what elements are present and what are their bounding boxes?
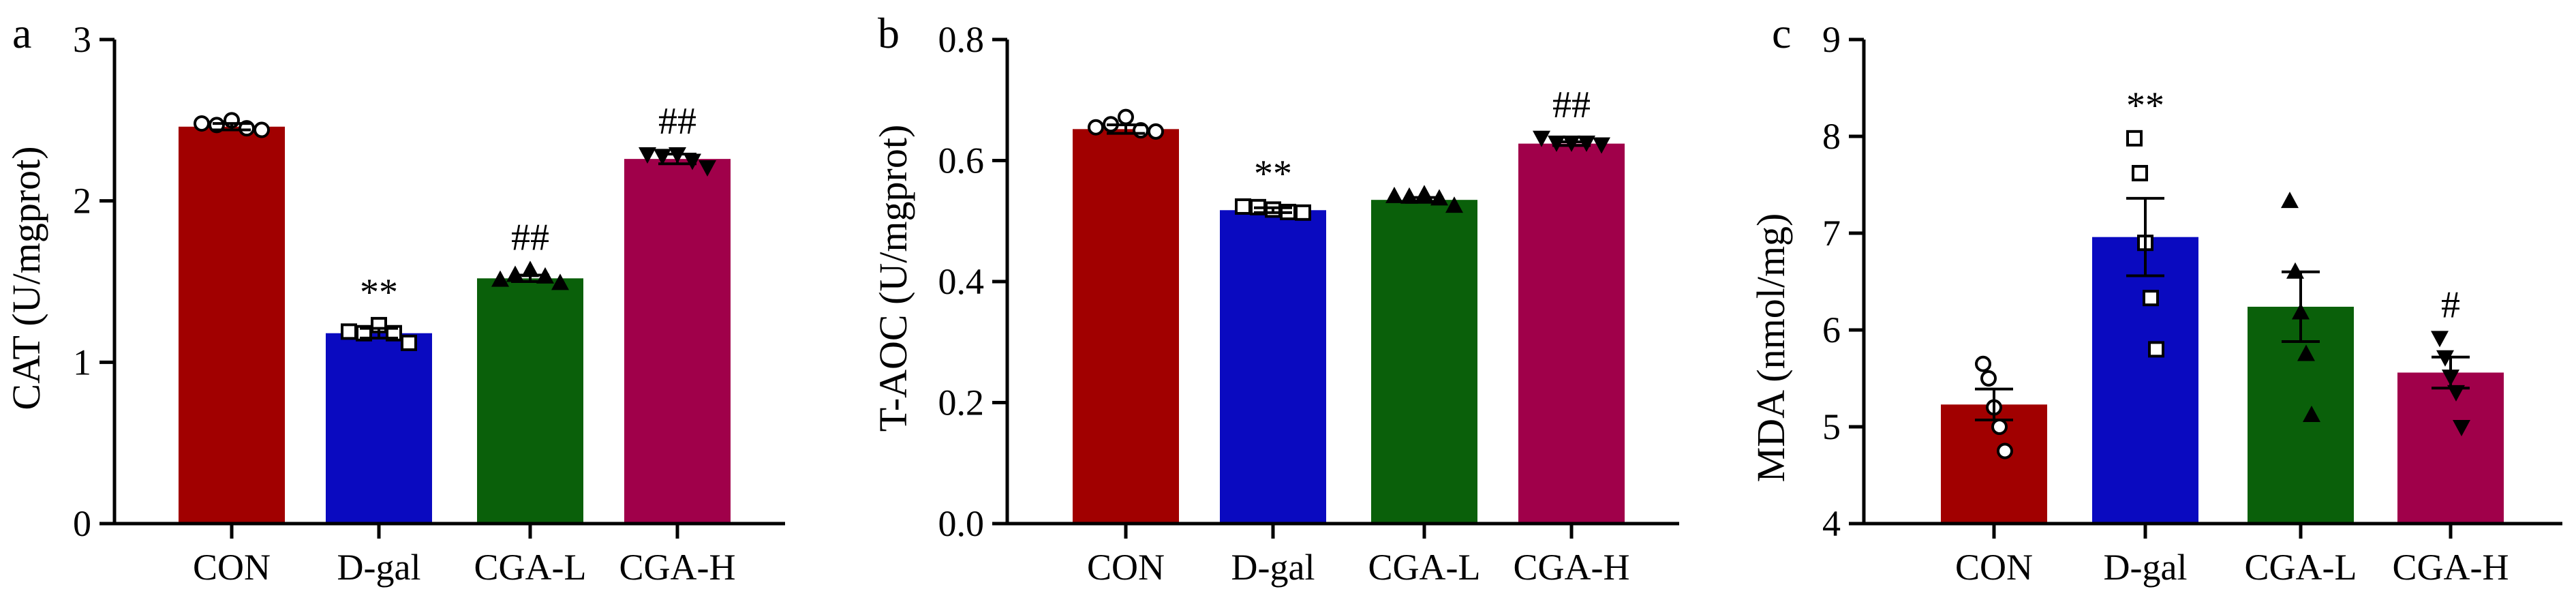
panel-b-y-tick-label-3: 0.6 bbox=[938, 140, 985, 181]
panel-b-x-tick-label-con: CON bbox=[1087, 547, 1165, 588]
panel-b-point-con-3 bbox=[1118, 108, 1134, 125]
panel-a-x-tick-label-cga-h: CGA-H bbox=[619, 547, 736, 588]
panel-a-marks: ** ## ## 0 1 2 3 CON D-gal CGA-L CGA-H bbox=[73, 19, 785, 588]
panel-b-point-con-1 bbox=[1088, 119, 1104, 136]
panel-a-y-axis-label: CAT (U/mgprot) bbox=[4, 146, 48, 410]
panel-c-bar-d-gal bbox=[2092, 237, 2198, 524]
panel-a-y-tick-label-1: 1 bbox=[73, 342, 91, 382]
panel-a-y-tick-label-3: 3 bbox=[73, 19, 91, 60]
panel-b-y-tick-label-1: 0.2 bbox=[938, 382, 985, 423]
panel-b-bar-cga-l bbox=[1371, 200, 1477, 524]
panel-b-x-tick-label-d-gal: D-gal bbox=[1231, 547, 1315, 588]
panel-a-bar-cga-l bbox=[477, 278, 583, 524]
panel-a-point-d-gal-4 bbox=[386, 325, 402, 342]
panel-c-y-tick-label-0: 4 bbox=[1822, 503, 1841, 544]
panel-a-point-con-1 bbox=[194, 115, 210, 132]
panel-b-y-tick-label-2: 0.4 bbox=[938, 261, 985, 302]
panel-a-significance-cga-h: ## bbox=[658, 100, 696, 142]
panel-c-marks: ** #4 5 6 7 8 9 CON D-gal CGA-L CGA-H bbox=[1822, 19, 2562, 588]
panel-b-y-axis-label: T-AOC (U/mgprot) bbox=[871, 125, 915, 432]
panel-b-point-cga-l-5 bbox=[1445, 196, 1463, 213]
panel-b-point-d-gal-5 bbox=[1295, 204, 1311, 221]
panel-c-point-cga-h-1 bbox=[2431, 331, 2449, 348]
panel-c-significance-d-gal: ** bbox=[2126, 85, 2164, 127]
panel-b-bar-cga-h bbox=[1518, 143, 1625, 524]
panel-b-marks: ** ## 0.0 0.2 0.4 0.6 0.8 CON D-gal CGA-L CGA-H bbox=[938, 19, 1679, 588]
panel-a-point-cga-l-1 bbox=[491, 270, 509, 287]
panel-c-y-axis-label: MDA (nmol/mg) bbox=[1749, 213, 1793, 483]
panel-a-point-con-2 bbox=[209, 117, 225, 134]
panel-b-point-cga-h-2 bbox=[1548, 135, 1565, 152]
panel-a-point-cga-h-5 bbox=[699, 160, 716, 177]
panel-b-label: b bbox=[878, 9, 900, 57]
panel-b-x-tick-label-cga-l: CGA-L bbox=[1368, 547, 1481, 588]
panel-a-point-cga-h-1 bbox=[639, 147, 656, 164]
panel-c-point-cga-l-1 bbox=[2281, 192, 2299, 209]
panel-c-y-tick-label-3: 7 bbox=[1822, 213, 1841, 254]
panel-a-point-d-gal-5 bbox=[401, 334, 417, 351]
panel-a-significance-d-gal: ** bbox=[360, 271, 398, 314]
panel-b-x-tick-label-cga-h: CGA-H bbox=[1514, 547, 1630, 588]
panel-b-point-con-5 bbox=[1148, 123, 1164, 140]
panel-a-label: a bbox=[12, 9, 31, 57]
panel-a-x-tick-label-d-gal: D-gal bbox=[337, 547, 421, 588]
panel-b-point-cga-h-4 bbox=[1578, 135, 1595, 152]
panel-a-bar-con bbox=[179, 126, 285, 524]
panel-a-bar-cga-h bbox=[624, 159, 731, 524]
panel-c-point-d-gal-4 bbox=[2143, 290, 2159, 307]
panel-b-significance-d-gal: ** bbox=[1254, 153, 1292, 195]
panel-c-x-tick-label-cga-l: CGA-L bbox=[2245, 547, 2357, 588]
panel-a-x-tick-label-con: CON bbox=[193, 547, 271, 588]
panel-c-x-tick-label-cga-h: CGA-H bbox=[2393, 547, 2509, 588]
panel-c-y-tick-label-5: 9 bbox=[1822, 19, 1841, 60]
panel-a-y-tick-label-0: 0 bbox=[73, 503, 91, 544]
panel-c-x-tick-label-d-gal: D-gal bbox=[2104, 547, 2188, 588]
panel-a-point-cga-l-5 bbox=[551, 273, 569, 290]
panel-b-point-cga-l-1 bbox=[1385, 186, 1403, 203]
panel-c-x-tick-label-con: CON bbox=[1955, 547, 2033, 588]
panel-b-bar-con bbox=[1073, 129, 1179, 524]
panel-a-bar-d-gal bbox=[326, 333, 432, 524]
panel-c-point-con-2 bbox=[1980, 370, 1997, 387]
panel-c-point-con-1 bbox=[1975, 355, 1991, 372]
panel-b-significance-cga-h: ## bbox=[1552, 84, 1591, 126]
panel-a-point-con-4 bbox=[239, 120, 255, 137]
panel-c-label: c bbox=[1772, 9, 1791, 57]
panel-b-point-cga-h-1 bbox=[1533, 130, 1550, 147]
panel-c-point-d-gal-2 bbox=[2132, 164, 2148, 181]
panel-a-point-cga-h-4 bbox=[684, 153, 701, 170]
panel-c-y-tick-label-4: 8 bbox=[1822, 116, 1841, 157]
panel-c-point-cga-l-5 bbox=[2303, 405, 2320, 422]
panel-c-point-con-5 bbox=[1997, 442, 2013, 460]
panel-b-point-cga-h-5 bbox=[1593, 137, 1610, 154]
panel-c-point-cga-h-5 bbox=[2453, 420, 2470, 436]
panel-c-y-tick-label-1: 5 bbox=[1822, 406, 1841, 447]
panel-b-y-tick-label-0: 0.0 bbox=[938, 503, 985, 544]
panel-c-point-d-gal-5 bbox=[2148, 341, 2164, 358]
panel-a-y-tick-label-2: 2 bbox=[73, 181, 91, 222]
panel-b-y-tick-label-4: 0.8 bbox=[938, 19, 985, 60]
panel-a-point-con-5 bbox=[254, 121, 270, 138]
panel-c-point-d-gal-1 bbox=[2126, 130, 2143, 147]
panel-c-y-tick-label-2: 6 bbox=[1822, 310, 1841, 350]
panel-b-point-cga-l-2 bbox=[1400, 187, 1418, 204]
panel-c-bar-cga-h bbox=[2397, 372, 2504, 524]
panel-a-point-cga-l-3 bbox=[521, 260, 539, 277]
panel-c-point-cga-l-4 bbox=[2297, 344, 2315, 361]
panel-a-significance-cga-l: ## bbox=[511, 216, 549, 258]
panel-a: a CAT (U/mgprot) ** ## ## 0 1 2 3 CON D-gal CGA-L… bbox=[4, 9, 785, 588]
panel-a-x-tick-label-cga-l: CGA-L bbox=[474, 547, 587, 588]
panel-b: b T-AOC (U/mgprot) ** ## 0.0 0.2 0.4 0.6 0.8 CO… bbox=[871, 9, 1679, 588]
panel-c-significance-cga-h: # bbox=[2441, 284, 2460, 326]
panel-a-point-d-gal-1 bbox=[341, 323, 357, 340]
panel-c: c MDA (nmol/mg) ** #4 5 6 7 8 9 CON D-gal CGA-L CG… bbox=[1749, 9, 2562, 588]
panel-b-bar-d-gal bbox=[1220, 210, 1326, 524]
panel-b-point-d-gal-1 bbox=[1235, 198, 1251, 215]
panel-c-point-con-4 bbox=[1991, 419, 2008, 435]
